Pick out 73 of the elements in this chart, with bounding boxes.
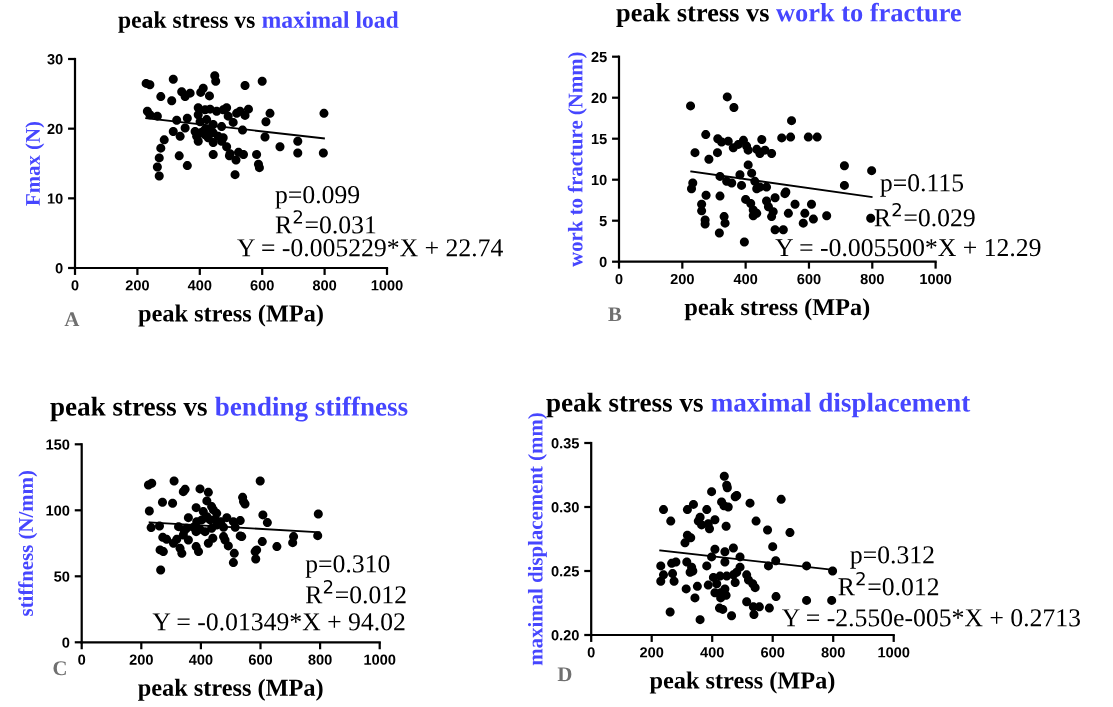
- annotation: p=0.115: [880, 174, 964, 197]
- chart-subtitle: maximal displacement: [711, 392, 971, 418]
- x-tick-label: 1000: [371, 280, 403, 291]
- y-tick-label: 100: [46, 505, 70, 516]
- x-tick-label: 1000: [364, 654, 396, 665]
- annotation: Y = -0.01349*X + 94.02: [152, 613, 405, 631]
- x-tick-label: 0: [615, 273, 623, 285]
- x-tick-label: 0: [78, 654, 86, 665]
- annotation: p=0.099: [275, 186, 360, 209]
- annotation: R$^{2}$=0.031: [275, 210, 376, 234]
- y-tick-label: 0.20: [551, 630, 579, 641]
- y-tick-label: 150: [46, 439, 70, 450]
- y-tick-label: 20: [591, 92, 607, 104]
- annotation: Y = -0.005500*X + 12.29: [775, 238, 1041, 257]
- text: C: [53, 661, 66, 676]
- x-tick-label: 400: [187, 280, 212, 291]
- x-tick-label: 600: [797, 273, 821, 285]
- chart-subtitle: work to fracture: [776, 2, 961, 22]
- x-tick-label: 200: [129, 654, 153, 665]
- y-tick-label: 50: [54, 571, 70, 582]
- x-axis-title: peak stress (MPa): [684, 298, 870, 321]
- y-axis-title: work to fracture (Nmm): [567, 52, 587, 267]
- chart-subtitle: maximal load: [262, 11, 399, 28]
- text: B: [608, 307, 622, 322]
- y-tick-label: 10: [591, 174, 607, 186]
- y-tick-label: 15: [591, 133, 607, 145]
- x-tick-label: 400: [700, 647, 724, 658]
- y-tick-label: 10: [47, 193, 63, 204]
- x-tick-label: 800: [860, 273, 884, 285]
- text: A: [64, 312, 80, 327]
- y-tick-label: 5: [599, 215, 607, 227]
- annotation: R$^{2}$=0.012: [305, 580, 406, 604]
- x-tick-label: 400: [188, 654, 213, 665]
- y-tick-label: 25: [591, 51, 607, 63]
- x-tick-label: 400: [733, 273, 758, 285]
- annotation: p=0.312: [850, 546, 934, 569]
- y-tick-label: 20: [47, 123, 63, 135]
- x-axis-title: peak stress (MPa): [649, 671, 835, 694]
- x-tick-label: 200: [670, 273, 694, 285]
- y-tick-label: 0.25: [551, 566, 579, 577]
- x-tick-label: 600: [248, 654, 273, 665]
- y-tick-label: 30: [47, 54, 63, 65]
- x-tick-label: 1000: [878, 647, 910, 658]
- x-axis-title: peak stress (MPa): [138, 304, 323, 327]
- x-tick-label: 200: [125, 280, 149, 291]
- chart-title: peak stress vs: [50, 396, 207, 422]
- annotation: R$^{2}$=0.012: [838, 572, 939, 596]
- x-tick-label: 200: [640, 647, 664, 658]
- text: D: [557, 667, 572, 682]
- x-tick-label: 800: [312, 280, 337, 291]
- x-tick-label: 600: [761, 647, 785, 658]
- y-tick-label: 0.30: [551, 502, 579, 513]
- x-tick-label: 0: [71, 280, 79, 291]
- y-axis-title: Fmax (N): [25, 121, 45, 206]
- chart-title: peak stress vs: [616, 3, 769, 27]
- y-tick-label: 0.35: [551, 438, 579, 449]
- y-axis-title: maximal displacement (mm): [527, 413, 547, 666]
- x-tick-label: 800: [821, 647, 845, 658]
- annotation: Y = -0.005229*X + 22.74: [237, 239, 503, 257]
- y-tick-label: 0: [599, 256, 607, 268]
- y-axis-title: stiffness (N/mm): [18, 471, 38, 616]
- y-tick-label: 0: [62, 637, 70, 648]
- x-axis-title: peak stress (MPa): [138, 678, 323, 701]
- x-tick-label: 1000: [920, 273, 952, 285]
- annotation: Y = -2.550e-005*X + 0.2713: [782, 609, 1080, 627]
- chart-subtitle: bending stiffness: [215, 396, 408, 422]
- x-tick-label: 800: [308, 654, 332, 665]
- x-tick-label: 600: [250, 280, 274, 291]
- chart-title: peak stress vs: [118, 11, 255, 33]
- y-tick-label: 0: [55, 263, 63, 274]
- annotation: R$^{2}$=0.029: [874, 202, 975, 227]
- annotation: p=0.310: [305, 555, 390, 578]
- chart-title: peak stress vs: [546, 392, 703, 418]
